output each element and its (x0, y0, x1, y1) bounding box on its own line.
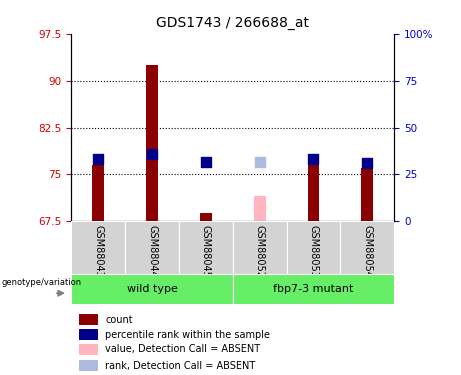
Bar (79, 314, 98, 325)
Bar (233, 274, 394, 304)
Bar (146, 65, 158, 221)
Text: GSM88053: GSM88053 (308, 225, 319, 278)
Text: GSM88043: GSM88043 (93, 225, 103, 278)
Text: count: count (106, 315, 133, 325)
Bar (79, 329, 98, 340)
Bar (233, 221, 287, 274)
Text: rank, Detection Call = ABSENT: rank, Detection Call = ABSENT (106, 360, 256, 370)
Point (202, 159, 210, 165)
Bar (71, 274, 233, 304)
Point (95, 156, 102, 162)
Text: value, Detection Call = ABSENT: value, Detection Call = ABSENT (106, 344, 260, 354)
Bar (92, 165, 104, 221)
Bar (179, 221, 233, 274)
Text: GSM88052: GSM88052 (254, 225, 265, 279)
Text: fbp7-3 mutant: fbp7-3 mutant (273, 284, 354, 294)
Text: percentile rank within the sample: percentile rank within the sample (106, 330, 271, 339)
Bar (307, 165, 319, 221)
Bar (125, 221, 179, 274)
Point (310, 156, 317, 162)
Bar (287, 221, 340, 274)
Bar (361, 168, 373, 221)
Point (148, 152, 156, 157)
Text: GSM88054: GSM88054 (362, 225, 372, 278)
Text: GSM88044: GSM88044 (147, 225, 157, 278)
Bar (71, 221, 125, 274)
Bar (79, 344, 98, 355)
Bar (79, 360, 98, 371)
Text: wild type: wild type (127, 284, 177, 294)
Text: genotype/variation: genotype/variation (1, 278, 82, 286)
Text: GSM88045: GSM88045 (201, 225, 211, 278)
Title: GDS1743 / 266688_at: GDS1743 / 266688_at (156, 16, 309, 30)
Point (364, 160, 371, 166)
Bar (200, 213, 212, 221)
Bar (340, 221, 394, 274)
Point (256, 159, 263, 165)
Bar (254, 196, 266, 221)
